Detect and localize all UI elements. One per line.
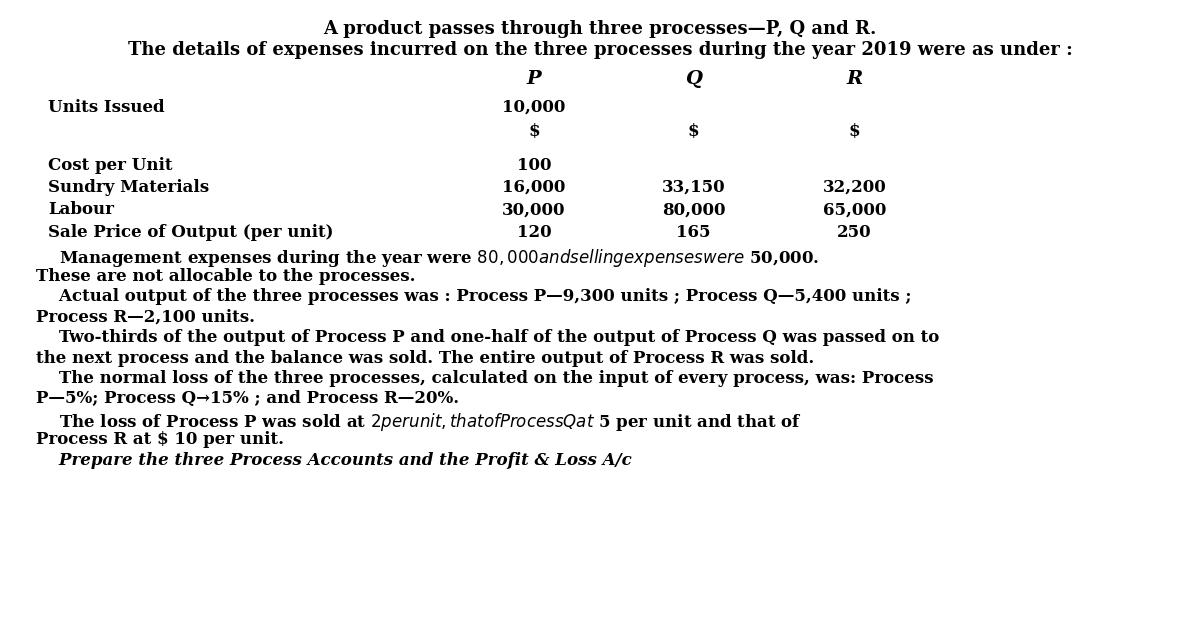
Text: Management expenses during the year were $ 80,000 and selling expenses were $ 50: Management expenses during the year were… [36, 247, 820, 269]
Text: P—5%; Process Q→15% ; and Process R—20%.: P—5%; Process Q→15% ; and Process R—20%. [36, 390, 460, 408]
Text: Two-thirds of the output of Process P and one-half of the output of Process Q wa: Two-thirds of the output of Process P an… [36, 329, 940, 346]
Text: 10,000: 10,000 [503, 99, 565, 116]
Text: $: $ [528, 123, 540, 140]
Text: 100: 100 [517, 157, 551, 174]
Text: 250: 250 [838, 224, 871, 241]
Text: A product passes through three processes—P, Q and R.: A product passes through three processes… [323, 20, 877, 38]
Text: The loss of Process P was sold at $ 2 per unit, that of Process Q at $ 5 per uni: The loss of Process P was sold at $ 2 pe… [36, 411, 802, 433]
Text: Q: Q [685, 70, 702, 88]
Text: Prepare the three Process Accounts and the Profit & Loss A/c: Prepare the three Process Accounts and t… [36, 452, 631, 469]
Text: Process R at $ 10 per unit.: Process R at $ 10 per unit. [36, 431, 284, 449]
Text: 33,150: 33,150 [661, 179, 726, 196]
Text: Units Issued: Units Issued [48, 99, 164, 116]
Text: Labour: Labour [48, 201, 114, 219]
Text: The normal loss of the three processes, calculated on the input of every process: The normal loss of the three processes, … [36, 370, 934, 387]
Text: Cost per Unit: Cost per Unit [48, 157, 173, 174]
Text: 120: 120 [517, 224, 551, 241]
Text: Sale Price of Output (per unit): Sale Price of Output (per unit) [48, 224, 334, 241]
Text: R: R [846, 70, 863, 88]
Text: P: P [527, 70, 541, 88]
Text: 165: 165 [677, 224, 710, 241]
Text: 32,200: 32,200 [822, 179, 887, 196]
Text: These are not allocable to the processes.: These are not allocable to the processes… [36, 268, 415, 285]
Text: The details of expenses incurred on the three processes during the year 2019 wer: The details of expenses incurred on the … [127, 41, 1073, 59]
Text: 16,000: 16,000 [503, 179, 565, 196]
Text: 80,000: 80,000 [662, 201, 725, 219]
Text: 30,000: 30,000 [503, 201, 565, 219]
Text: 65,000: 65,000 [823, 201, 886, 219]
Text: Sundry Materials: Sundry Materials [48, 179, 209, 196]
Text: $: $ [848, 123, 860, 140]
Text: Process R—2,100 units.: Process R—2,100 units. [36, 309, 256, 326]
Text: $: $ [688, 123, 700, 140]
Text: Actual output of the three processes was : Process P—9,300 units ; Process Q—5,4: Actual output of the three processes was… [36, 288, 912, 305]
Text: the next process and the balance was sold. The entire output of Process R was so: the next process and the balance was sol… [36, 350, 815, 367]
